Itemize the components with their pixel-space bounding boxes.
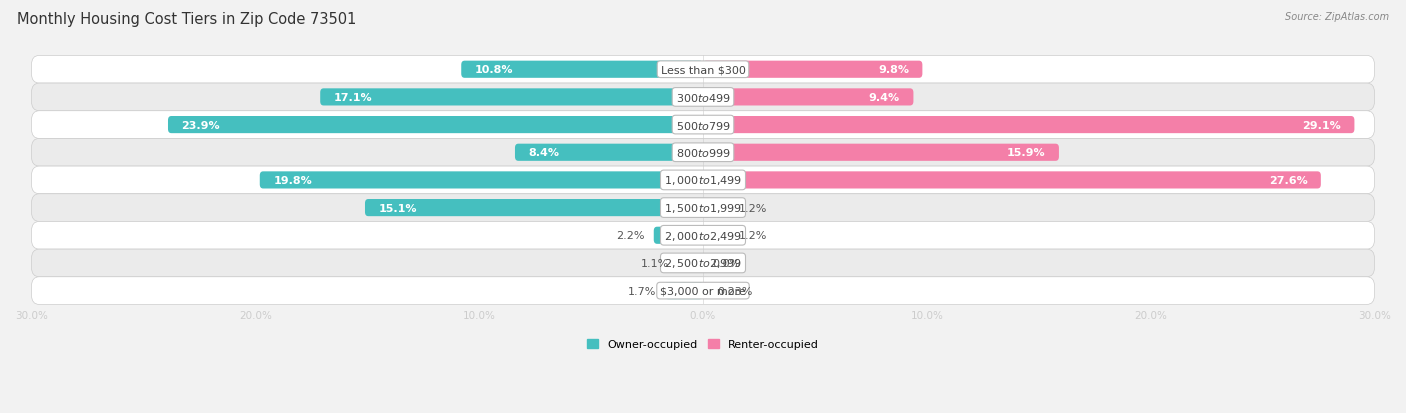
- FancyBboxPatch shape: [654, 227, 703, 244]
- Text: $2,500 to $2,999: $2,500 to $2,999: [664, 257, 742, 270]
- Text: $300 to $499: $300 to $499: [675, 92, 731, 104]
- FancyBboxPatch shape: [703, 144, 1059, 161]
- Text: 0.23%: 0.23%: [717, 286, 752, 296]
- FancyBboxPatch shape: [31, 222, 1375, 249]
- Text: 1.7%: 1.7%: [627, 286, 657, 296]
- FancyBboxPatch shape: [31, 194, 1375, 222]
- FancyBboxPatch shape: [703, 89, 914, 106]
- FancyBboxPatch shape: [461, 62, 703, 78]
- Text: 29.1%: 29.1%: [1302, 120, 1341, 130]
- Text: Monthly Housing Cost Tiers in Zip Code 73501: Monthly Housing Cost Tiers in Zip Code 7…: [17, 12, 356, 27]
- Text: $2,000 to $2,499: $2,000 to $2,499: [664, 229, 742, 242]
- Text: 23.9%: 23.9%: [181, 120, 221, 130]
- Text: 15.1%: 15.1%: [378, 203, 418, 213]
- FancyBboxPatch shape: [665, 282, 703, 299]
- Text: 0.0%: 0.0%: [711, 258, 740, 268]
- FancyBboxPatch shape: [703, 199, 730, 217]
- FancyBboxPatch shape: [515, 144, 703, 161]
- FancyBboxPatch shape: [31, 112, 1375, 139]
- Text: 9.4%: 9.4%: [869, 93, 900, 103]
- FancyBboxPatch shape: [366, 199, 703, 217]
- Text: 1.1%: 1.1%: [641, 258, 669, 268]
- Text: Less than $300: Less than $300: [661, 65, 745, 75]
- Text: $800 to $999: $800 to $999: [675, 147, 731, 159]
- Text: 2.2%: 2.2%: [616, 231, 645, 241]
- Text: Source: ZipAtlas.com: Source: ZipAtlas.com: [1285, 12, 1389, 22]
- Text: $1,000 to $1,499: $1,000 to $1,499: [664, 174, 742, 187]
- FancyBboxPatch shape: [31, 56, 1375, 84]
- Text: 15.9%: 15.9%: [1007, 148, 1046, 158]
- FancyBboxPatch shape: [31, 277, 1375, 305]
- Text: 27.6%: 27.6%: [1268, 176, 1308, 185]
- Text: 10.8%: 10.8%: [475, 65, 513, 75]
- FancyBboxPatch shape: [703, 227, 730, 244]
- FancyBboxPatch shape: [703, 117, 1354, 134]
- Text: $3,000 or more: $3,000 or more: [661, 286, 745, 296]
- FancyBboxPatch shape: [31, 249, 1375, 277]
- FancyBboxPatch shape: [31, 84, 1375, 112]
- Text: 17.1%: 17.1%: [333, 93, 373, 103]
- Legend: Owner-occupied, Renter-occupied: Owner-occupied, Renter-occupied: [582, 335, 824, 354]
- FancyBboxPatch shape: [31, 139, 1375, 167]
- Text: $500 to $799: $500 to $799: [675, 119, 731, 131]
- FancyBboxPatch shape: [703, 172, 1320, 189]
- FancyBboxPatch shape: [260, 172, 703, 189]
- FancyBboxPatch shape: [167, 117, 703, 134]
- FancyBboxPatch shape: [31, 167, 1375, 194]
- FancyBboxPatch shape: [703, 282, 709, 299]
- FancyBboxPatch shape: [703, 62, 922, 78]
- Text: 1.2%: 1.2%: [738, 203, 768, 213]
- Text: 1.2%: 1.2%: [738, 231, 768, 241]
- Text: $1,500 to $1,999: $1,500 to $1,999: [664, 202, 742, 215]
- FancyBboxPatch shape: [321, 89, 703, 106]
- Text: 8.4%: 8.4%: [529, 148, 560, 158]
- Text: 19.8%: 19.8%: [273, 176, 312, 185]
- FancyBboxPatch shape: [678, 255, 703, 272]
- Text: 9.8%: 9.8%: [877, 65, 908, 75]
